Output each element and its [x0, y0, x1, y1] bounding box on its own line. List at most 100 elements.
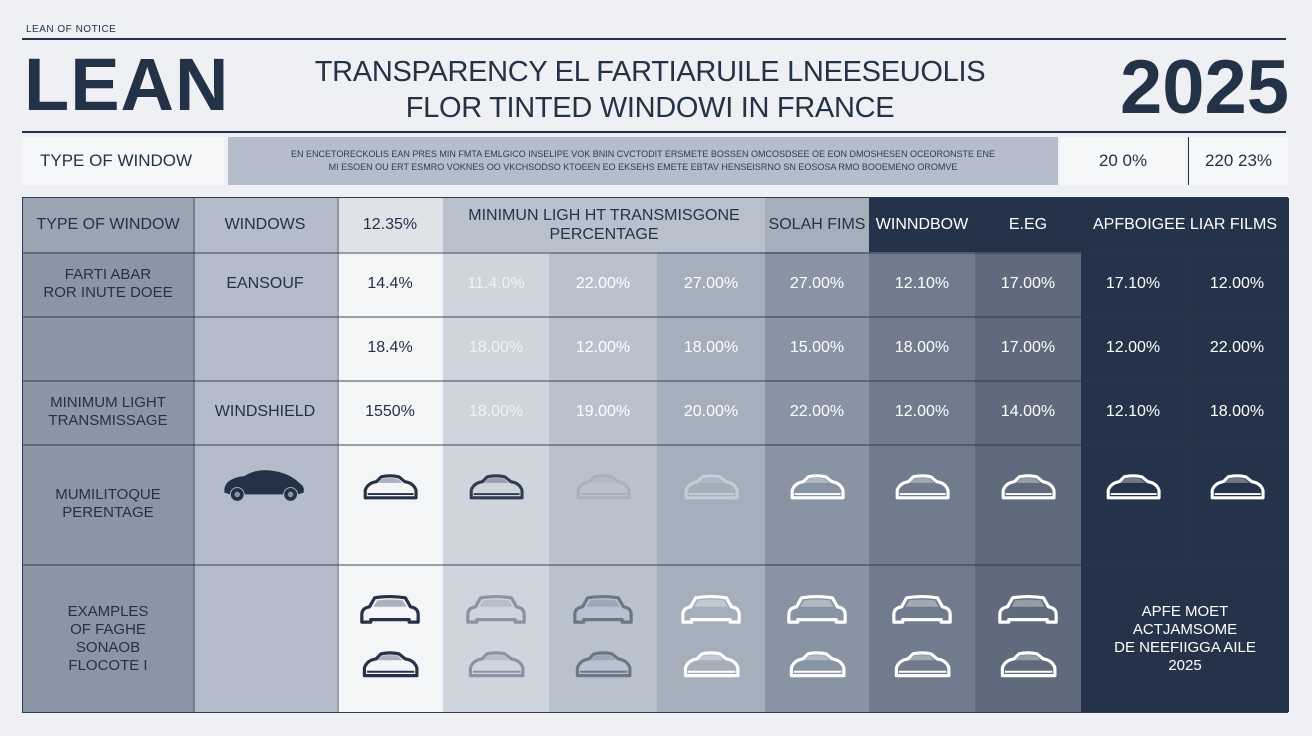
car-icon [679, 594, 743, 631]
subheader-fineprint: EN ENCETORECKOLIS EAN PRES MIN FMTA EMLG… [228, 137, 1058, 185]
value-cell: 17.10% [1105, 275, 1161, 293]
col-bg-c4 [765, 198, 869, 712]
value-cell: 14.00% [1000, 403, 1056, 421]
value-cell: 17.00% [1000, 339, 1056, 357]
header-row-solar-bg [765, 198, 869, 252]
fineprint-line-2: MI ESOEN OU ERT ESMRO VOKNES OO VKCHSODS… [328, 162, 958, 172]
car-icon [359, 473, 421, 509]
value-cell: 22.00% [1209, 339, 1265, 357]
approved-note: APFE MOET ACTJAMSOME DE NEEFIIGGA AILE 2… [1114, 603, 1256, 674]
header-minimum-light: MINIMUN LIGH HT TRANSMISGONE PERCENTAGE [468, 206, 740, 243]
value-cell: 18.00% [683, 339, 739, 357]
col-bg-windows [193, 198, 337, 712]
header-eg: E.EG [1008, 216, 1048, 234]
subheader-value-1: 20 0% [1060, 137, 1186, 185]
value-cell: 12.10% [894, 275, 950, 293]
car-icon [465, 473, 527, 509]
header-row-type-bg [23, 198, 193, 252]
row-divider [23, 444, 1287, 446]
header-top-rule [22, 38, 1286, 40]
value-cell: 12.10% [1105, 403, 1161, 421]
car-icon [996, 650, 1060, 687]
col-divider [337, 198, 339, 712]
row-window-type: EANSOUF [226, 275, 304, 293]
header-approved-films: APFBOIGEE LIAR FILMS [1092, 216, 1278, 234]
value-cell: 18.00% [468, 339, 524, 357]
value-cell: 27.00% [789, 275, 845, 293]
value-cell: 18.4% [367, 339, 413, 357]
header-pct: 12.35% [362, 216, 418, 234]
car-icon [1206, 473, 1268, 509]
header-solar-films: SOLAH FIMS [768, 216, 866, 234]
value-cell: 22.00% [575, 275, 631, 293]
value-cell: 12.00% [1209, 275, 1265, 293]
value-cell: 14.4% [367, 275, 413, 293]
car-icon [572, 473, 634, 509]
car-icon [785, 594, 849, 631]
header-type-of-window: TYPE OF WINDOW [36, 216, 180, 234]
row-divider [23, 564, 1287, 566]
header-row-window-bg [869, 198, 1081, 252]
col-bg-c3 [657, 198, 765, 712]
row-label [23, 316, 193, 380]
value-cell: 19.00% [575, 403, 631, 421]
value-cell: 12.00% [1105, 339, 1161, 357]
car-icon [996, 594, 1060, 631]
col-bg-c2 [549, 198, 657, 712]
subheader-value-2: 220 23% [1188, 137, 1288, 185]
car-icon [571, 650, 635, 687]
car-icon [891, 473, 953, 509]
fineprint-line-1: EN ENCETORECKOLIS EAN PRES MIN FMTA EMLG… [291, 148, 995, 159]
row-divider [23, 252, 1287, 254]
value-cell: 18.00% [894, 339, 950, 357]
row-label: FARTI ABAR ROR INUTE DOEE [43, 266, 173, 301]
col-divider [193, 198, 195, 712]
header-window: WINNDBOW [875, 216, 969, 234]
value-cell: 12.00% [894, 403, 950, 421]
col-divider [1185, 252, 1187, 562]
col-bg-c5 [869, 198, 975, 712]
car-icon [571, 594, 635, 631]
car-icon [358, 594, 422, 631]
car-icon [997, 473, 1059, 509]
value-cell: 17.00% [1000, 275, 1056, 293]
col-bg-c6 [975, 198, 1081, 712]
row-window-type: WINDSHIELD [214, 403, 316, 421]
header-windows: WINDOWS [224, 216, 306, 234]
header-row-min-bg [443, 198, 765, 252]
car-icon [890, 594, 954, 631]
car-icon [464, 650, 528, 687]
row-window-type [193, 316, 337, 380]
car-icon [1102, 473, 1164, 509]
examples-label: EXAMPLES OF FAGHE SONAOB FLOCOTE I [67, 603, 149, 674]
value-cell: 18.00% [468, 403, 524, 421]
col-bg-c1 [443, 198, 549, 712]
page-title-line-1: TRANSPARENCY EL FARTIARUILE LNEESEUOLIS [314, 56, 986, 88]
car-icon [786, 473, 848, 509]
car-icon [358, 650, 422, 687]
header-bottom-rule [22, 131, 1286, 133]
car-icon [785, 650, 849, 687]
row-divider [23, 380, 1287, 382]
value-cell: 22.00% [789, 403, 845, 421]
tint-table: TYPE OF WINDOW WINDOWS 12.35% MINIMUN LI… [22, 197, 1289, 713]
value-cell: 15.00% [789, 339, 845, 357]
value-cell: 12.00% [575, 339, 631, 357]
col-bg-type [23, 198, 193, 712]
value-cell: 18.00% [1209, 403, 1265, 421]
header-small-label: LEAN OF NOTICE [26, 24, 117, 35]
car-icon [679, 650, 743, 687]
car-icon [464, 594, 528, 631]
value-cell: 20.00% [683, 403, 739, 421]
icon-row-label: MUMILITOQUE PERENTAGE [55, 486, 161, 521]
row-label: MINIMUM LIGHT TRANSMISSAGE [48, 394, 168, 429]
page-title-line-2: FLOR TINTED WINDOWI IN FRANCE [405, 92, 895, 124]
header-row-pct-bg [337, 198, 443, 252]
value-cell: 27.00% [683, 275, 739, 293]
value-cell: 1550% [365, 403, 415, 421]
brand-title: LEAN [24, 43, 230, 126]
col-bg-pct [337, 198, 443, 712]
col-bg-c7 [1081, 198, 1289, 712]
value-cell: 11.4.0% [467, 275, 525, 293]
row-divider [23, 316, 1287, 318]
